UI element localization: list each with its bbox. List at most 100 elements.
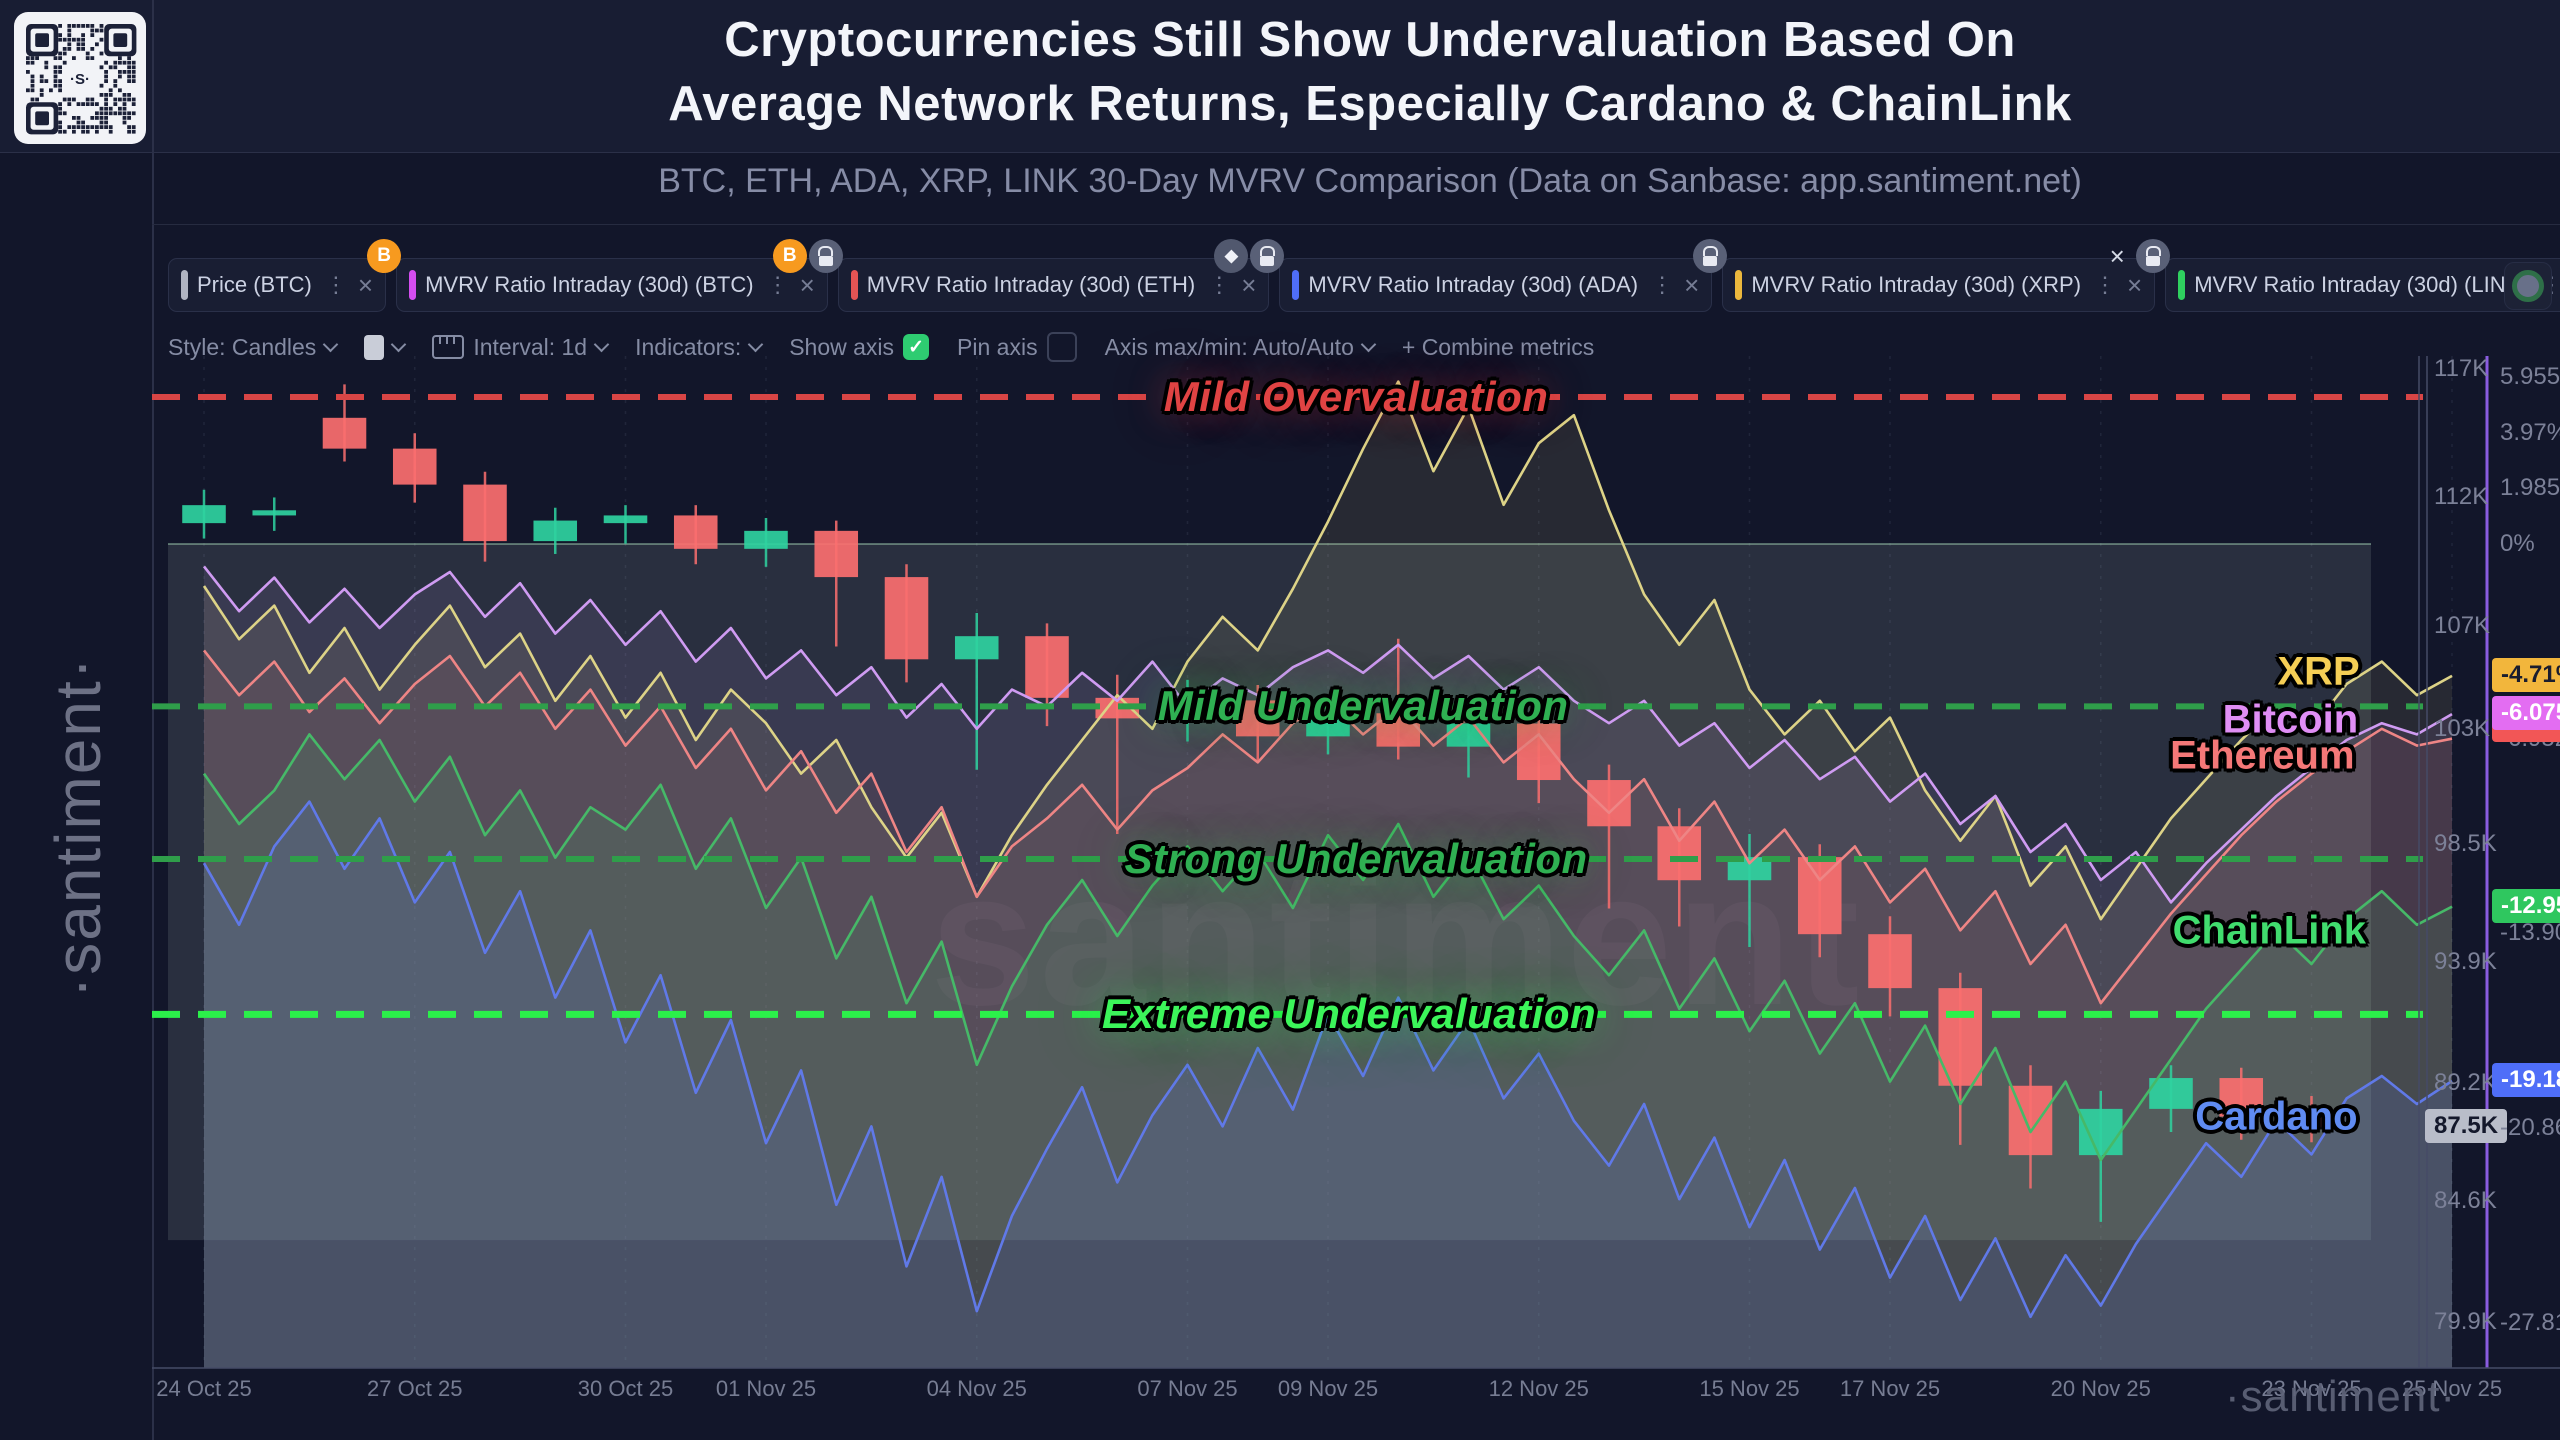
style-dropdown[interactable]: Style: Candles [168, 334, 339, 361]
color-swatch [364, 334, 385, 360]
metric-tab-label: MVRV Ratio Intraday (30d) (ETH) [866, 272, 1196, 297]
axis-maxmin-label: Axis max/min: Auto/Auto [1104, 333, 1354, 360]
candle-body [2219, 1078, 2264, 1117]
candle-body [1306, 713, 1350, 737]
series-area-bitcoin [204, 566, 2452, 1368]
page-title: Cryptocurrencies Still Show Undervaluati… [220, 8, 2520, 136]
metric-color-bar [850, 270, 858, 300]
lock-body [2146, 256, 2161, 266]
metric-tab-6[interactable]: MVRV Ratio Intraday (30d) (LINK)⋮×◆ [2165, 258, 2560, 312]
lock-shackle [1259, 246, 1275, 256]
series-area-ethereum [204, 650, 2452, 1368]
candle-body [603, 515, 648, 524]
kebab-menu-icon[interactable]: ⋮ [766, 272, 789, 297]
tab-badge-cluster: ◆ [1214, 239, 1285, 273]
metric-color-bar [2178, 270, 2186, 300]
metric-tab-label: MVRV Ratio Intraday (30d) (ADA) [1308, 272, 1639, 297]
color-swatch-dropdown[interactable] [364, 334, 407, 360]
lock-icon [1693, 239, 1728, 273]
metric-tab-1[interactable]: Price (BTC) ⋮ × B [168, 239, 402, 312]
candle-body [1587, 780, 1631, 827]
close-icon[interactable]: × [2127, 270, 2143, 300]
tab-badge-cluster: × [2100, 239, 2171, 273]
series-line-chainlink [202, 733, 2453, 1162]
record-indicator-icon [2512, 270, 2544, 302]
metric-tab-5[interactable]: MVRV Ratio Intraday (30d) (XRP) ⋮ × × [1722, 239, 2171, 312]
show-axis-toggle[interactable]: Show axis ✓ [789, 334, 930, 361]
show-axis-checkbox[interactable]: ✓ [903, 334, 930, 360]
combine-metrics-label: + Combine metrics [1401, 333, 1595, 360]
lock-shackle [818, 246, 834, 256]
series-line-ethereum [202, 649, 2453, 1005]
chart-toolbar: Style: Candles Interval: 1d Indicators: … [168, 330, 1594, 364]
pin-axis-label: Pin axis [957, 333, 1038, 360]
candle-body [252, 510, 297, 516]
lock-shackle [2145, 246, 2161, 256]
header-strip [0, 0, 2560, 153]
axis-maxmin-dropdown[interactable]: Axis max/min: Auto/Auto [1104, 333, 1377, 361]
watermark-bottom-right: ·santiment· [2225, 1372, 2457, 1421]
metric-tab-label: MVRV Ratio Intraday (30d) (XRP) [1751, 272, 2082, 297]
series-area-cardano [204, 801, 2452, 1368]
candle-body [322, 417, 367, 449]
interval-dropdown-label: Interval: 1d [473, 333, 588, 360]
metric-tab-3[interactable]: MVRV Ratio Intraday (30d) (ETH) ⋮ × ◆ [837, 239, 1285, 312]
indicators-dropdown[interactable]: Indicators: [635, 334, 764, 361]
kebab-menu-icon[interactable]: ⋮ [2094, 272, 2117, 297]
lock-icon [808, 239, 843, 273]
svg-text:·S·: ·S· [70, 71, 90, 88]
candle-body [744, 530, 788, 549]
page-title-line1: Cryptocurrencies Still Show Undervaluati… [724, 13, 2016, 67]
metric-tab-2[interactable]: MVRV Ratio Intraday (30d) (BTC) ⋮ × B [396, 239, 843, 312]
candle-body [1797, 857, 1842, 935]
tab-badge-cluster [1693, 239, 1728, 273]
pin-axis-checkbox[interactable] [1046, 332, 1077, 362]
metric-tabs-row: Price (BTC) ⋮ × B MVRV Ratio Intraday (30d) … [168, 239, 2560, 312]
kebab-menu-icon[interactable]: ⋮ [1208, 272, 1231, 297]
metric-color-bar [1735, 270, 1743, 300]
metric-tab-label: MVRV Ratio Intraday (30d) (BTC) [425, 272, 754, 297]
series-line-xrp [202, 380, 2453, 921]
kebab-menu-icon[interactable]: ⋮ [324, 272, 347, 297]
page-subtitle: BTC, ETH, ADA, XRP, LINK 30-Day MVRV Com… [658, 162, 2082, 200]
series-line-bitcoin [202, 565, 2453, 904]
series-area-xrp [204, 381, 2452, 1369]
candle-body [533, 520, 578, 542]
lock-icon [1250, 239, 1285, 273]
metric-tab-label: MVRV Ratio Intraday (30d) (LINK) [2194, 272, 2528, 297]
interval-dropdown[interactable]: Interval: 1d [432, 333, 610, 361]
bitcoin-badge-icon: B [367, 239, 402, 273]
candle-body [673, 515, 718, 549]
close-icon[interactable]: × [1241, 270, 1257, 300]
lock-shackle [1702, 246, 1718, 256]
candle-body [182, 505, 226, 524]
candle-body [1095, 697, 1140, 719]
series-area-chainlink [204, 734, 2452, 1368]
ruler-icon [432, 335, 465, 359]
kebab-menu-icon[interactable]: ⋮ [1651, 272, 1674, 297]
candle-body [954, 636, 999, 660]
record-indicator-button[interactable] [2504, 262, 2552, 310]
candle-body [1446, 723, 1491, 747]
candle-body [2289, 1116, 2334, 1127]
close-icon[interactable]: × [799, 270, 815, 300]
pin-axis-toggle[interactable]: Pin axis [957, 332, 1077, 362]
candle-body [1657, 826, 1702, 881]
close-icon[interactable]: × [357, 270, 374, 300]
candle-body [463, 484, 507, 542]
metric-tab-4[interactable]: MVRV Ratio Intraday (30d) (ADA) ⋮ × [1279, 239, 1728, 312]
combine-metrics-button[interactable]: + Combine metrics [1402, 334, 1594, 361]
close-icon[interactable]: × [1684, 270, 1700, 300]
tab-badge-cluster: B [367, 239, 402, 273]
bitcoin-badge-icon: B [772, 239, 807, 273]
watermark-center: santiment [930, 830, 1863, 1048]
candle-body [884, 577, 929, 660]
panel-top-border [152, 224, 2560, 225]
candle-body [1868, 934, 1912, 989]
metric-color-bar [1292, 270, 1300, 300]
metric-color-bar [409, 270, 417, 300]
candle-body [1025, 636, 1069, 698]
metric-color-bar [181, 270, 188, 300]
qr-code: ·S· [14, 12, 146, 144]
